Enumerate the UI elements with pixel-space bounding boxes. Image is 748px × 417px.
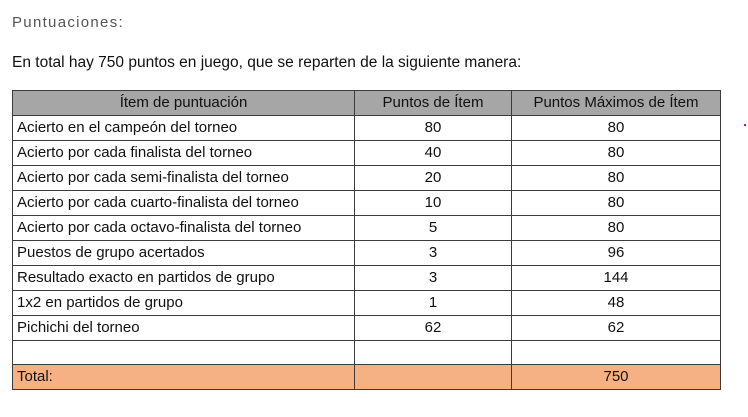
total-row: Total: 750 (12, 364, 721, 390)
table-row: Resultado exacto en partidos de grupo 3 … (12, 265, 721, 291)
header-points: Puntos de Ítem (354, 90, 512, 116)
row-points: 62 (354, 315, 512, 341)
row-max-points: 48 (511, 290, 721, 316)
scoring-table: Ítem de puntuación Puntos de Ítem Puntos… (12, 90, 721, 390)
margin-mark (744, 124, 746, 126)
table-row: Pichichi del torneo 62 62 (12, 315, 721, 341)
row-points: 40 (354, 140, 512, 166)
row-points: 80 (354, 115, 512, 141)
row-points: 3 (354, 240, 512, 266)
row-points: 10 (354, 190, 512, 216)
header-max-points: Puntos Máximos de Ítem (511, 90, 721, 116)
row-item: Puestos de grupo acertados (12, 240, 355, 266)
row-max-points: 80 (511, 115, 721, 141)
table-row: Acierto por cada finalista del torneo 40… (12, 140, 721, 166)
row-points: 3 (354, 265, 512, 291)
row-item: Acierto por cada finalista del torneo (12, 140, 355, 166)
row-item: Acierto por cada semi-finalista del torn… (12, 165, 355, 191)
table-row: 1x2 en partidos de grupo 1 48 (12, 290, 721, 316)
row-item: Acierto en el campeón del torneo (12, 115, 355, 141)
row-max-points: 80 (511, 215, 721, 241)
row-points: 5 (354, 215, 512, 241)
intro-text: En total hay 750 puntos en juego, que se… (12, 54, 522, 71)
row-max-points (511, 340, 721, 365)
table-row-empty (12, 340, 721, 365)
row-item: 1x2 en partidos de grupo (12, 290, 355, 316)
row-item: Pichichi del torneo (12, 315, 355, 341)
table-row: Acierto en el campeón del torneo 80 80 (12, 115, 721, 141)
row-max-points: 144 (511, 265, 721, 291)
row-points: 20 (354, 165, 512, 191)
row-item: Resultado exacto en partidos de grupo (12, 265, 355, 291)
total-label: Total: (12, 364, 355, 390)
row-points: 1 (354, 290, 512, 316)
table-row: Acierto por cada semi-finalista del torn… (12, 165, 721, 191)
page-heading: Puntuaciones: (12, 14, 124, 31)
total-points (354, 364, 512, 390)
row-max-points: 96 (511, 240, 721, 266)
row-item (12, 340, 355, 365)
header-item: Ítem de puntuación (12, 90, 355, 116)
row-points (354, 340, 512, 365)
row-item: Acierto por cada cuarto-finalista del to… (12, 190, 355, 216)
table-row: Acierto por cada cuarto-finalista del to… (12, 190, 721, 216)
row-max-points: 62 (511, 315, 721, 341)
table-row: Puestos de grupo acertados 3 96 (12, 240, 721, 266)
table-row: Acierto por cada octavo-finalista del to… (12, 215, 721, 241)
row-max-points: 80 (511, 140, 721, 166)
row-item: Acierto por cada octavo-finalista del to… (12, 215, 355, 241)
row-max-points: 80 (511, 165, 721, 191)
row-max-points: 80 (511, 190, 721, 216)
total-max-points: 750 (511, 364, 721, 390)
table-header-row: Ítem de puntuación Puntos de Ítem Puntos… (12, 90, 721, 116)
